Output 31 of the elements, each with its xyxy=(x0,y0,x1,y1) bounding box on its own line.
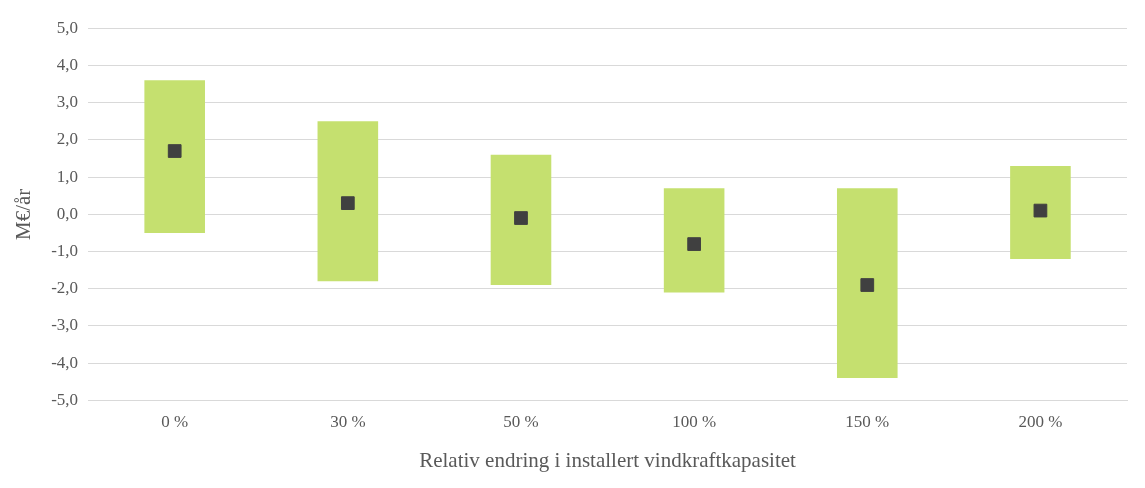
point xyxy=(860,278,875,292)
y-tick-label: -3,0 xyxy=(51,315,79,335)
y-axis-title: M€/år xyxy=(11,188,36,240)
y-tick-label: -5,0 xyxy=(51,389,79,409)
bar xyxy=(490,154,552,286)
y-tick-label: -2,0 xyxy=(51,278,79,298)
x-tick-label: 30 % xyxy=(330,412,366,432)
point xyxy=(687,237,701,251)
x-tick-label: 200 % xyxy=(1018,412,1063,432)
bar xyxy=(144,80,205,233)
y-tick-label: 5,0 xyxy=(56,17,79,37)
point xyxy=(340,196,355,210)
y-tick-label: 3,0 xyxy=(56,92,79,112)
y-tick-label: 1,0 xyxy=(56,166,79,186)
y-tick-label: 4,0 xyxy=(56,54,79,74)
bar xyxy=(836,188,898,379)
bar xyxy=(317,121,379,282)
x-axis-title: Relativ endring i installert vindkraftkapasitet xyxy=(419,447,797,472)
point xyxy=(167,144,182,158)
y-tick-label: 2,0 xyxy=(56,129,79,149)
y-tick-label: -4,0 xyxy=(51,352,79,372)
point xyxy=(514,211,528,225)
x-tick-label: 0 % xyxy=(161,412,189,432)
x-tick-label: 50 % xyxy=(503,412,539,432)
bar xyxy=(663,188,725,293)
bar xyxy=(1010,165,1071,259)
x-tick-label: 100 % xyxy=(672,412,717,432)
y-tick-label: -1,0 xyxy=(51,240,79,260)
y-tick-label: 0,0 xyxy=(56,203,79,223)
point xyxy=(1033,203,1048,218)
x-tick-label: 150 % xyxy=(845,412,890,432)
